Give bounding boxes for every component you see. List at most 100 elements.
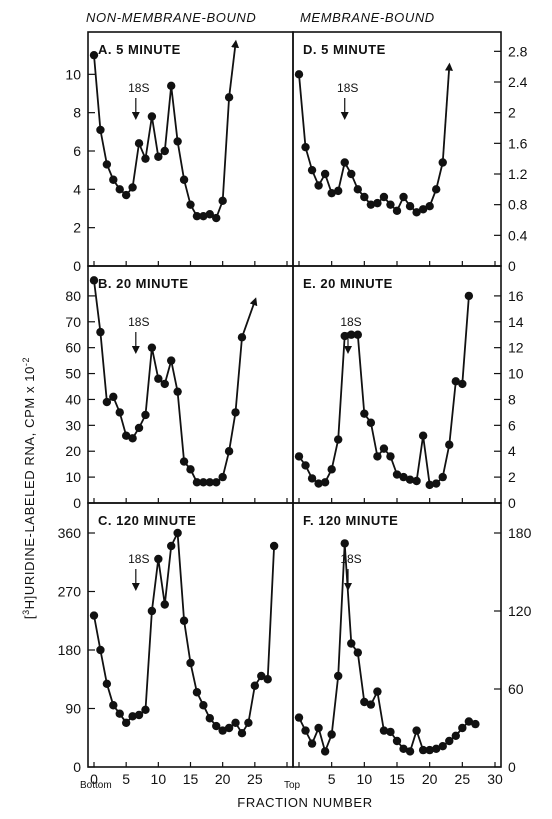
panel-frame xyxy=(87,502,294,768)
data-point xyxy=(121,431,131,440)
data-point xyxy=(445,736,454,746)
y-tick-label: 0 xyxy=(73,495,81,511)
y-tick-label: 0 xyxy=(508,759,516,775)
y-tick-label: 0.4 xyxy=(508,227,528,243)
data-point xyxy=(115,408,124,417)
data-point xyxy=(458,723,467,733)
data-point xyxy=(373,687,382,696)
y-tick-label: 2 xyxy=(508,469,516,485)
x-tick-label: 5 xyxy=(122,771,130,787)
data-point xyxy=(128,712,137,721)
data-point xyxy=(405,202,415,211)
ylabel-main: URIDINE-LABELED RNA, CPM x 10 xyxy=(22,366,37,595)
x-tick-label: 20 xyxy=(422,771,438,787)
data-point xyxy=(307,474,317,483)
data-point xyxy=(314,479,323,488)
data-point xyxy=(231,408,240,417)
data-point xyxy=(134,710,144,720)
data-point xyxy=(327,730,336,739)
x-tick-label: 10 xyxy=(357,771,373,787)
data-point xyxy=(154,554,163,564)
series-arrow xyxy=(241,297,258,338)
panel-title: D. 5 MINUTE xyxy=(303,42,386,57)
marker-label: 18S xyxy=(128,552,149,566)
panel-2: 0 10 20 30 40 50 60 70 80 B. 20 MINUTE 18S xyxy=(65,265,294,511)
data-point xyxy=(186,465,195,474)
data-point xyxy=(392,470,402,479)
data-point xyxy=(320,747,330,756)
y-tick-label: 2 xyxy=(73,220,81,236)
data-point xyxy=(102,679,112,688)
ylabel-isotope: 3 xyxy=(21,609,31,615)
data-point xyxy=(128,183,137,192)
y-tick-label: 1.6 xyxy=(508,135,528,151)
data-point xyxy=(147,112,157,121)
y-tick-label: 14 xyxy=(508,314,524,330)
series-line xyxy=(298,295,470,486)
data-point xyxy=(179,616,189,625)
y-tick-label: 180 xyxy=(508,525,532,541)
y-tick-label: 0 xyxy=(508,495,516,511)
data-point xyxy=(167,81,176,91)
data-point xyxy=(89,276,99,285)
y-tick-label: 0 xyxy=(508,258,516,274)
data-point xyxy=(212,721,221,731)
series-line xyxy=(93,55,230,220)
data-point xyxy=(160,379,169,389)
data-point xyxy=(301,142,310,152)
data-point xyxy=(373,452,382,461)
data-point xyxy=(307,739,317,748)
data-point xyxy=(115,185,124,194)
data-point xyxy=(334,671,343,681)
data-point xyxy=(134,139,144,148)
y-tick-label: 10 xyxy=(65,66,81,82)
x-tick-label: 25 xyxy=(455,771,471,787)
data-point xyxy=(353,648,362,657)
data-point xyxy=(173,137,182,146)
data-point xyxy=(301,461,310,470)
data-point xyxy=(399,192,408,202)
panel-frame xyxy=(292,265,502,504)
data-point xyxy=(102,160,112,169)
data-point xyxy=(379,192,389,202)
data-point xyxy=(160,600,169,609)
data-point xyxy=(224,93,234,102)
data-point xyxy=(141,154,150,163)
series-line xyxy=(298,543,476,755)
marker-label: 18S xyxy=(337,81,358,95)
data-point xyxy=(451,377,460,386)
data-point xyxy=(307,165,317,175)
y-tick-label: 40 xyxy=(65,391,81,407)
y-axis-title: [3H]URIDINE-LABELED RNA, CPM x 10-2 xyxy=(21,357,37,619)
series-line xyxy=(93,529,275,735)
data-point xyxy=(294,452,304,461)
y-tick-label: 360 xyxy=(58,525,82,541)
data-point xyxy=(154,152,163,161)
data-point xyxy=(438,742,447,751)
data-point xyxy=(96,327,105,337)
data-point xyxy=(366,418,376,427)
y-tick-label: 60 xyxy=(508,681,524,697)
data-point xyxy=(128,434,137,443)
data-point xyxy=(269,541,279,551)
panel-title: E. 20 MINUTE xyxy=(303,276,393,291)
panel-4: 0 90 180 270 360 0 5 10 15 20 25 C. 120 MINUTE 18S xyxy=(58,502,294,787)
data-point xyxy=(392,736,402,746)
y-tick-label: 0 xyxy=(73,759,81,775)
data-point xyxy=(147,343,157,352)
y-tick-label: 10 xyxy=(508,366,524,382)
y-tick-label: 2.4 xyxy=(508,74,528,90)
data-point xyxy=(360,409,369,418)
x-tick-label: 10 xyxy=(151,771,167,787)
x-tick-label: 5 xyxy=(328,771,336,787)
data-point xyxy=(218,726,227,735)
data-point xyxy=(237,333,247,342)
data-point xyxy=(327,465,336,474)
panel-frame xyxy=(292,502,502,768)
marker-label: 18S xyxy=(340,315,361,329)
panel-0: 0 2 4 6 8 10 A. 5 MINUTE 18S xyxy=(65,31,294,274)
data-point xyxy=(353,185,362,194)
data-point xyxy=(115,709,124,718)
data-point xyxy=(320,478,330,487)
